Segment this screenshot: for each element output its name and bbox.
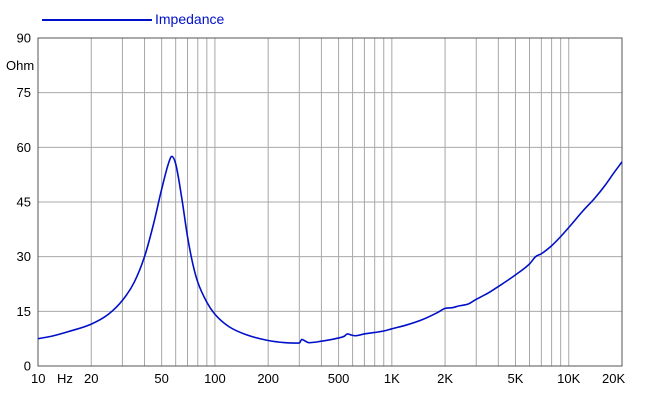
legend: Impedance [42, 11, 224, 27]
x-tick-label: 1K [384, 371, 400, 386]
x-axis-label: Hz [57, 371, 73, 386]
y-tick-label: 0 [24, 359, 31, 374]
x-tick-label: 2K [437, 371, 453, 386]
x-tick-label: 20K [602, 371, 625, 386]
series-line-impedance [37, 155, 623, 344]
y-tick-label: 75 [17, 85, 31, 100]
y-tick-label: 60 [17, 140, 31, 155]
x-tick-label: 200 [257, 371, 279, 386]
axis-labels: Ohm Hz 0 15 30 45 60 75 90 10 20 50 100 200 500 1K 2K 5… [6, 31, 625, 387]
grid [38, 38, 622, 366]
x-tick-label: 20 [84, 371, 98, 386]
plot-frame [37, 37, 623, 367]
legend-label-impedance: Impedance [155, 11, 224, 27]
y-tick-label: 45 [17, 195, 31, 210]
series-layer [37, 155, 623, 344]
y-tick-label: 90 [17, 31, 31, 46]
x-tick-label: 500 [328, 371, 350, 386]
y-axis-label: Ohm [6, 58, 34, 73]
y-tick-label: 15 [17, 304, 31, 319]
x-tick-label: 10K [557, 371, 580, 386]
x-tick-label: 100 [204, 371, 226, 386]
x-tick-label: 50 [154, 371, 168, 386]
y-tick-label: 30 [17, 249, 31, 264]
x-tick-label: 10 [31, 371, 45, 386]
x-tick-label: 5K [508, 371, 524, 386]
